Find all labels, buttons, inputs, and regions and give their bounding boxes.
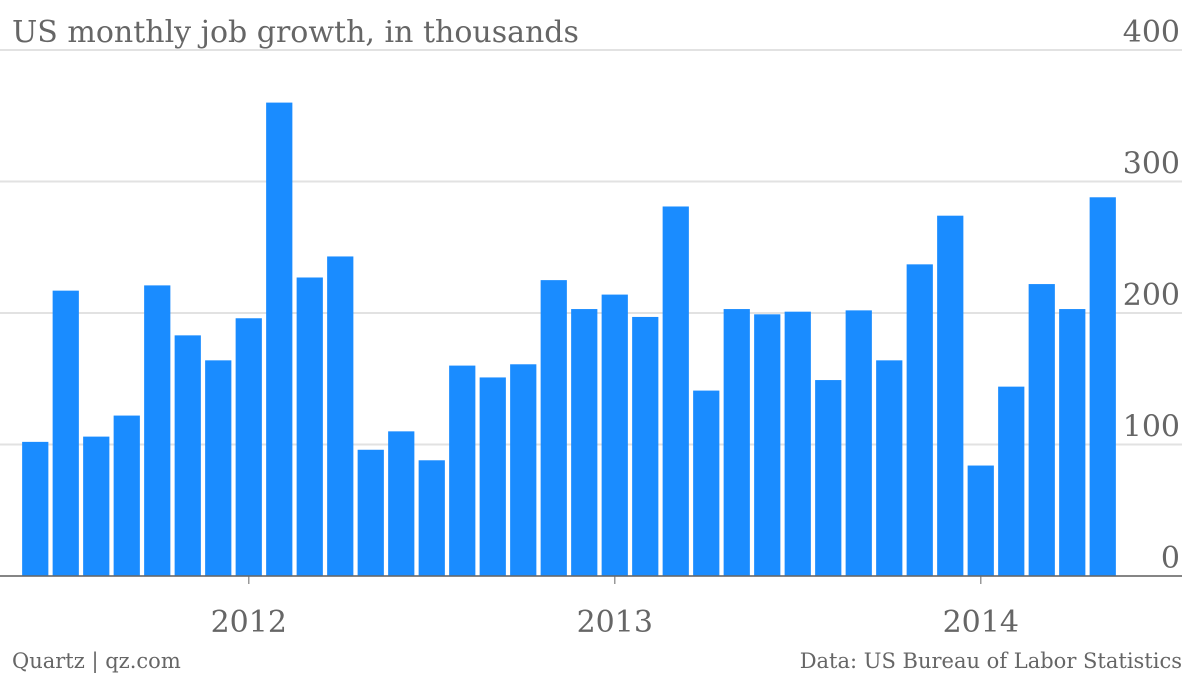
bar	[113, 415, 140, 576]
bar	[1028, 284, 1055, 576]
bar	[83, 436, 110, 576]
bar	[662, 206, 689, 577]
bar	[52, 290, 79, 576]
bar	[723, 309, 750, 576]
bar	[296, 277, 323, 576]
bar	[784, 311, 811, 576]
bar	[815, 380, 842, 576]
bar	[22, 441, 49, 576]
bar	[876, 360, 903, 576]
bar	[327, 256, 354, 576]
bar	[632, 316, 659, 576]
y-tick-label: 400	[1123, 15, 1180, 50]
bar	[174, 335, 201, 576]
bar	[357, 449, 384, 576]
bar	[937, 215, 964, 576]
bar	[693, 390, 720, 576]
bar	[571, 309, 598, 576]
y-tick-label: 100	[1123, 410, 1180, 445]
bar	[906, 264, 933, 576]
bar	[601, 294, 628, 576]
y-tick-label: 200	[1123, 278, 1180, 313]
bar	[1059, 309, 1086, 576]
bar	[479, 377, 506, 576]
bar	[540, 280, 567, 576]
bar	[754, 314, 781, 576]
bar	[510, 364, 537, 576]
bar	[235, 318, 262, 576]
bar	[1089, 197, 1116, 576]
bar	[449, 365, 476, 576]
x-tick-label: 2013	[577, 605, 653, 640]
bar	[144, 285, 171, 576]
bar	[845, 310, 872, 576]
y-tick-label: 300	[1123, 147, 1180, 182]
x-tick-label: 2014	[943, 605, 1019, 640]
bar	[967, 465, 994, 576]
x-tick-label: 2012	[211, 605, 287, 640]
credit: Quartz | qz.com	[12, 649, 181, 674]
source: Data: US Bureau of Labor Statistics	[800, 649, 1182, 673]
chart-title: US monthly job growth, in thousands	[12, 15, 579, 50]
bar	[388, 431, 415, 576]
y-tick-label: 0	[1161, 541, 1180, 576]
bar	[418, 460, 445, 576]
bar	[266, 102, 293, 576]
bar	[998, 386, 1025, 576]
bar	[205, 360, 232, 576]
